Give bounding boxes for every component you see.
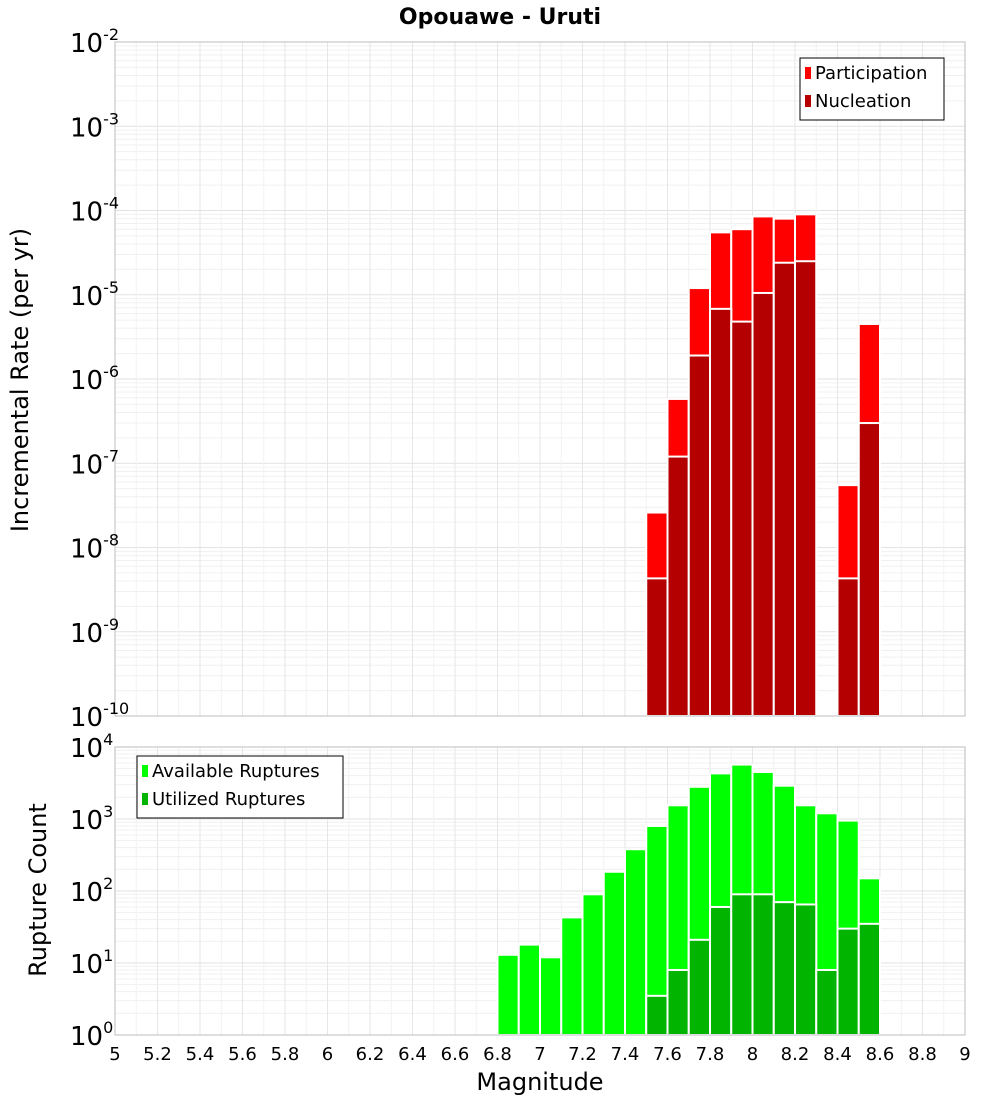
x-tick-label: 5.2 xyxy=(143,1044,172,1065)
bar-nucleation xyxy=(687,354,711,717)
x-tick-label: 8 xyxy=(747,1044,758,1065)
bar-utilized-ruptures xyxy=(709,905,733,1036)
bar-nucleation xyxy=(751,291,775,717)
bar-nucleation xyxy=(730,320,754,717)
x-tick-label: 7.8 xyxy=(696,1044,725,1065)
bar-utilized-ruptures xyxy=(666,968,690,1037)
x-axis-label: Magnitude xyxy=(476,1068,603,1096)
x-tick-label: 8.4 xyxy=(823,1044,852,1065)
legend-label-available-ruptures: Available Ruptures xyxy=(152,761,320,782)
legend-label-participation: Participation xyxy=(815,63,927,84)
x-tick-label: 8.2 xyxy=(781,1044,810,1065)
bar-utilized-ruptures xyxy=(751,893,775,1037)
y-tick-label: 101 xyxy=(70,946,113,980)
bar-utilized-ruptures xyxy=(687,938,711,1037)
y-tick-label: 103 xyxy=(70,802,113,836)
bar-available-ruptures xyxy=(517,943,541,1036)
bar-nucleation xyxy=(794,260,818,717)
legend-swatch-available-ruptures xyxy=(142,765,148,777)
bar-nucleation xyxy=(666,455,690,717)
bar-nucleation xyxy=(645,577,669,718)
bar-available-ruptures xyxy=(602,870,626,1036)
legend-label-nucleation: Nucleation xyxy=(815,91,911,112)
count-plot-border xyxy=(114,746,966,1036)
x-tick-label: 6.8 xyxy=(483,1044,512,1065)
x-tick-label: 6 xyxy=(322,1044,333,1065)
bar-nucleation xyxy=(857,422,881,717)
rate-bars xyxy=(645,213,881,718)
bar-available-ruptures xyxy=(624,848,648,1036)
legend-box xyxy=(136,755,344,819)
y-tick-label: 10-5 xyxy=(70,278,119,312)
x-tick-label: 5 xyxy=(109,1044,120,1065)
rate-legend: Participation Nucleation xyxy=(799,57,945,121)
y-tick-label: 10-10 xyxy=(70,699,129,733)
y-tick-label: 104 xyxy=(70,730,113,764)
bar-available-ruptures xyxy=(581,893,605,1037)
legend-box xyxy=(799,57,945,121)
rate-grid xyxy=(114,42,966,717)
legend-swatch-participation xyxy=(805,67,811,79)
x-tick-label: 9 xyxy=(959,1044,970,1065)
y-tick-label: 10-9 xyxy=(70,615,119,649)
x-tick-label: 7 xyxy=(534,1044,545,1065)
x-tick-label: 8.6 xyxy=(866,1044,895,1065)
count-panel: 100 101 102 103 104 Available Ruptures Utilize… xyxy=(70,730,971,1065)
bar-utilized-ruptures xyxy=(772,901,796,1037)
bar-nucleation xyxy=(709,307,733,717)
y-tick-label: 10-7 xyxy=(70,446,119,480)
rate-plot-border xyxy=(114,41,966,717)
x-tick-label: 7.2 xyxy=(568,1044,597,1065)
y-tick-label: 10-3 xyxy=(70,109,119,143)
count-y-ticks: 100 101 102 103 104 xyxy=(70,730,113,1052)
bar-nucleation xyxy=(836,577,860,718)
rate-y-ticks: 10-10 10-9 10-8 10-7 10-6 10-5 10-4 10-3 10-2 xyxy=(70,25,129,733)
x-tick-label: 5.6 xyxy=(228,1044,257,1065)
x-tick-label: 5.8 xyxy=(271,1044,300,1065)
x-tick-label: 6.2 xyxy=(356,1044,385,1065)
y-tick-label: 10-8 xyxy=(70,531,119,565)
count-bars xyxy=(496,763,881,1037)
legend-swatch-utilized-ruptures xyxy=(142,793,148,805)
x-ticks: 5 5.2 5.4 5.6 5.8 6 6.2 6.4 6.6 6.8 7 7.2 7.4 7.6 7.8 8… xyxy=(109,1044,970,1065)
bar-utilized-ruptures xyxy=(857,922,881,1036)
chart-title: Opouawe - Uruti xyxy=(399,5,601,30)
rate-panel: 10-10 10-9 10-8 10-7 10-6 10-5 10-4 10-3 10-2 Par… xyxy=(70,25,966,733)
y-tick-label: 100 xyxy=(70,1018,113,1052)
x-tick-label: 7.4 xyxy=(611,1044,640,1065)
legend-label-utilized-ruptures: Utilized Ruptures xyxy=(152,789,305,810)
bar-available-ruptures xyxy=(539,956,563,1036)
legend-swatch-nucleation xyxy=(805,95,811,107)
y-tick-label: 10-4 xyxy=(70,194,119,228)
bar-available-ruptures xyxy=(560,916,584,1036)
bar-utilized-ruptures xyxy=(836,927,860,1037)
x-tick-label: 6.4 xyxy=(398,1044,427,1065)
bar-utilized-ruptures xyxy=(794,903,818,1036)
top-y-axis-label: Incremental Rate (per yr) xyxy=(6,228,34,532)
bar-nucleation xyxy=(772,261,796,717)
y-tick-label: 10-2 xyxy=(70,25,119,59)
bottom-y-axis-label: Rupture Count xyxy=(24,803,52,977)
bar-utilized-ruptures xyxy=(730,893,754,1037)
x-tick-label: 8.8 xyxy=(908,1044,937,1065)
y-tick-label: 102 xyxy=(70,874,113,908)
x-tick-label: 6.6 xyxy=(441,1044,470,1065)
bar-utilized-ruptures xyxy=(645,994,669,1036)
bar-available-ruptures xyxy=(496,953,520,1036)
y-tick-label: 10-6 xyxy=(70,362,119,396)
x-tick-label: 7.6 xyxy=(653,1044,682,1065)
count-legend: Available Ruptures Utilized Ruptures xyxy=(136,755,344,819)
bar-utilized-ruptures xyxy=(815,968,839,1037)
x-tick-label: 5.4 xyxy=(186,1044,215,1065)
